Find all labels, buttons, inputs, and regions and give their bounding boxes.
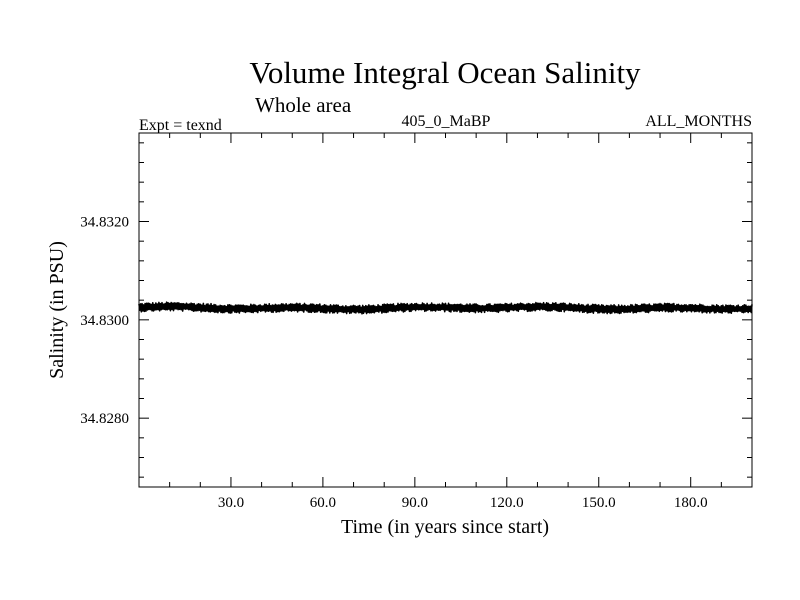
x-axis-label: Time (in years since start)	[341, 516, 549, 538]
x-tick-label: 120.0	[490, 495, 524, 511]
chart-subtitle: Whole area	[255, 93, 352, 117]
minor-ticks	[139, 133, 752, 487]
y-tick-label: 34.8300	[80, 313, 129, 329]
y-tick-label: 34.8280	[80, 411, 129, 427]
salinity-series-line	[138, 301, 753, 315]
y-tick-label: 34.8320	[80, 215, 129, 231]
x-tick-label: 60.0	[310, 495, 336, 511]
experiment-label: Expt = texnd	[139, 117, 222, 134]
plot-area	[138, 132, 753, 488]
x-tick-label: 30.0	[218, 495, 244, 511]
period-label: ALL_MONTHS	[645, 113, 752, 130]
y-axis-label: Salinity (in PSU)	[46, 241, 68, 379]
y-tick-labels: 34.8280 34.8300 34.8320	[80, 215, 129, 428]
chart-title: Volume Integral Ocean Salinity	[249, 55, 641, 90]
x-tick-label: 90.0	[402, 495, 428, 511]
run-id-label: 405_0_MaBP	[402, 113, 491, 130]
x-tick-label: 150.0	[582, 495, 616, 511]
major-ticks	[139, 133, 752, 487]
x-tick-label: 180.0	[674, 495, 708, 511]
x-tick-labels: 30.0 60.0 90.0 120.0 150.0 180.0	[218, 495, 708, 511]
